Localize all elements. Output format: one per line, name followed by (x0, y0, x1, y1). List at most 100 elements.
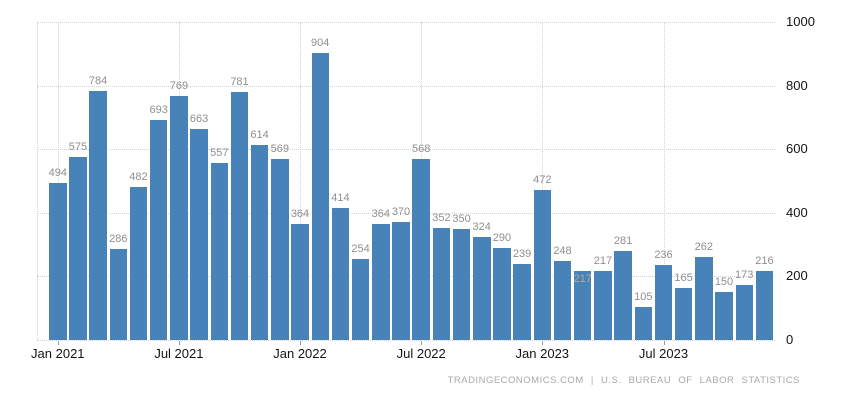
bar-value-label: 568 (412, 143, 431, 156)
y-axis-tick-label: 400 (786, 204, 808, 220)
gridline-vertical (57, 22, 59, 340)
bar[interactable] (493, 247, 511, 340)
bar-value-label: 350 (452, 212, 471, 225)
bar-value-label: 370 (391, 206, 411, 219)
bar[interactable] (372, 224, 390, 340)
bar-value-label: 165 (674, 271, 693, 284)
gridline-horizontal (37, 212, 775, 214)
bar[interactable] (735, 285, 753, 340)
bar-value-label: 482 (129, 170, 148, 183)
bar-value-label: 569 (270, 143, 289, 156)
bar[interactable] (452, 228, 471, 340)
x-axis-tick-label: Jan 2021 (31, 346, 85, 361)
bar[interactable] (149, 119, 168, 340)
bar-value-label: 216 (755, 255, 774, 268)
bar-value-label: 494 (48, 166, 67, 179)
bar[interactable] (533, 189, 552, 340)
x-axis-tick-label: Jul 2022 (396, 346, 446, 361)
bar-value-label: 281 (613, 234, 633, 247)
y-axis-tick-label: 600 (786, 141, 808, 157)
bar[interactable] (654, 265, 673, 340)
bar-value-label: 217 (573, 273, 592, 285)
bar[interactable] (614, 250, 632, 340)
bar-value-label: 781 (230, 75, 249, 88)
bar[interactable] (129, 186, 148, 340)
bar[interactable] (311, 52, 329, 340)
bar-value-label: 236 (654, 249, 673, 261)
bar-value-label: 105 (634, 290, 653, 303)
bar-value-label: 414 (331, 192, 350, 205)
gridline-horizontal (37, 22, 775, 23)
bar[interactable] (432, 228, 451, 340)
y-axis-tick-label: 800 (786, 77, 808, 93)
bar-value-label: 614 (250, 128, 269, 141)
gridline-horizontal (37, 85, 775, 87)
x-axis-tick-mark (421, 341, 423, 345)
bar[interactable] (715, 292, 733, 340)
x-axis-tick-label: Jul 2023 (638, 346, 689, 361)
gridline-vertical (542, 22, 544, 340)
bar[interactable] (392, 222, 410, 340)
bar-value-label: 239 (512, 248, 532, 260)
bar[interactable] (331, 208, 350, 340)
x-axis-tick-mark (178, 341, 180, 345)
bar-value-label: 254 (351, 243, 370, 256)
bar-value-label: 472 (533, 173, 552, 186)
bar[interactable] (271, 159, 289, 340)
bar-value-label: 784 (88, 74, 108, 87)
bar[interactable] (674, 287, 693, 340)
bar[interactable] (695, 256, 713, 340)
x-axis-tick-mark (300, 341, 301, 345)
y-axis-tick-label: 1000 (786, 14, 815, 29)
bar-value-label: 324 (472, 221, 491, 233)
gridline-horizontal (37, 340, 775, 341)
bar[interactable] (170, 95, 188, 340)
bar-value-label: 904 (311, 36, 330, 49)
bar[interactable] (351, 259, 370, 340)
bar[interactable] (473, 237, 491, 340)
x-axis-tick-label: Jan 2022 (273, 346, 327, 361)
x-axis-tick-mark (542, 341, 544, 345)
bar[interactable] (553, 261, 572, 340)
attribution-text: TRADINGECONOMICS.COM | U.S. BUREAU OF LA… (447, 375, 800, 386)
bar[interactable] (755, 271, 774, 340)
bar[interactable] (190, 129, 208, 340)
gridline-vertical (300, 22, 301, 340)
bar[interactable] (291, 224, 309, 340)
bar-value-label: 173 (735, 269, 754, 281)
bar-value-label: 150 (714, 276, 734, 289)
bar[interactable] (573, 271, 592, 340)
bar-value-label: 364 (290, 208, 310, 221)
bar-value-label: 286 (109, 233, 128, 246)
bar[interactable] (109, 249, 128, 340)
bar[interactable] (210, 162, 228, 340)
bar-value-label: 364 (371, 208, 390, 221)
bar-value-label: 290 (492, 231, 512, 244)
bar-value-label: 352 (432, 212, 451, 225)
bar[interactable] (634, 306, 652, 340)
x-axis-tick-label: Jan 2023 (515, 346, 570, 361)
bar-value-label: 769 (169, 79, 189, 92)
bar[interactable] (89, 90, 107, 340)
bar[interactable] (412, 159, 430, 340)
bar[interactable] (513, 264, 531, 340)
gridline-vertical (663, 22, 665, 340)
bar[interactable] (250, 144, 269, 340)
bar[interactable] (49, 182, 67, 340)
bar-value-label: 575 (68, 141, 88, 154)
x-axis-tick-label: Jul 2021 (154, 346, 204, 361)
bar-value-label: 248 (553, 245, 572, 258)
bar[interactable] (594, 271, 612, 340)
gridline-horizontal (37, 149, 775, 151)
x-axis-tick-mark (57, 341, 59, 345)
gridline-vertical-boundary (37, 22, 38, 340)
bar-value-label: 217 (593, 255, 613, 267)
x-axis-tick-mark (663, 341, 665, 345)
y-axis-tick-label: 200 (786, 268, 808, 284)
bar[interactable] (69, 157, 87, 340)
bar-value-label: 663 (189, 113, 209, 126)
bar-value-label: 557 (210, 146, 229, 159)
bar[interactable] (230, 91, 249, 340)
bar-value-label: 693 (149, 103, 168, 116)
